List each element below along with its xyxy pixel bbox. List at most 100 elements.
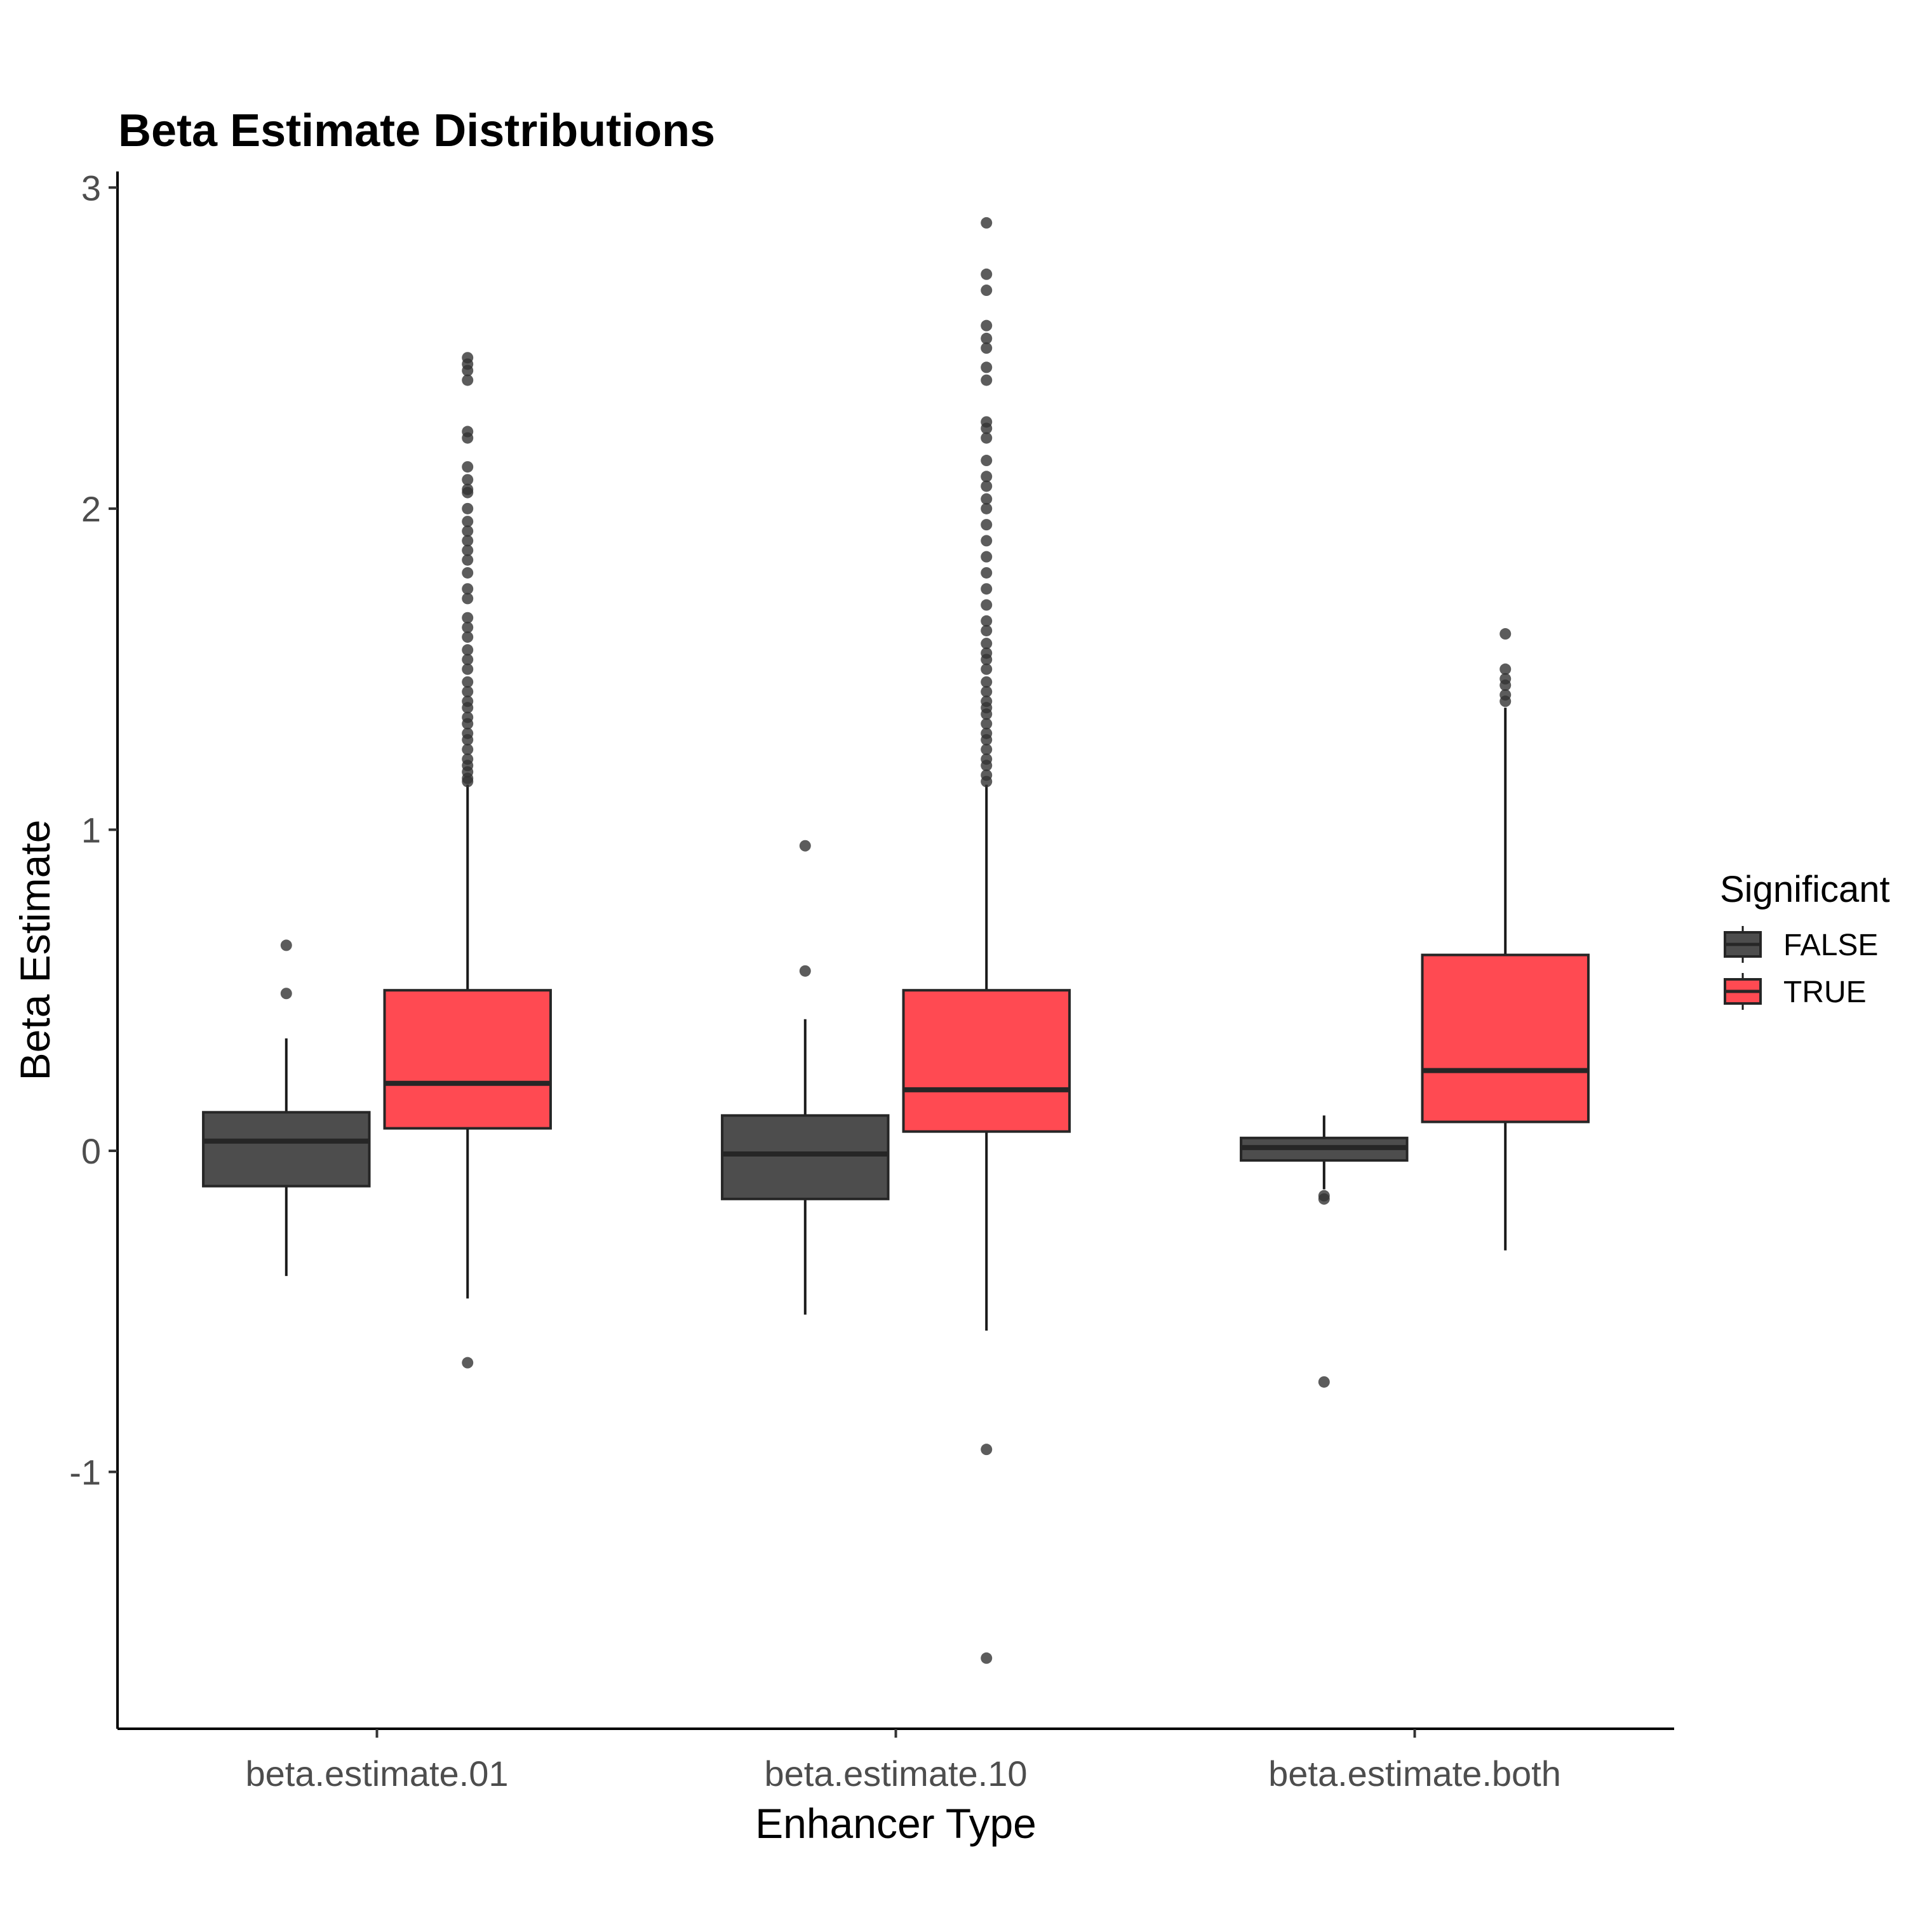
outlier-point	[981, 695, 993, 708]
box-body	[383, 989, 552, 1130]
outlier-point	[981, 718, 993, 730]
outlier-point	[981, 1652, 993, 1664]
box-body	[902, 989, 1071, 1133]
x-tick-label: beta.estimate.both	[1268, 1754, 1561, 1794]
chart-title: Beta Estimate Distributions	[118, 105, 715, 156]
x-tick-label: beta.estimate.01	[245, 1754, 508, 1794]
outlier-point	[981, 416, 993, 428]
outlier-point	[462, 612, 474, 624]
outlier-point	[981, 727, 993, 739]
axes-layer	[116, 171, 1674, 1730]
outlier-point	[981, 535, 993, 547]
y-tick-label: 0	[81, 1131, 101, 1171]
outlier-point	[462, 502, 474, 514]
y-tick-label: 3	[81, 168, 101, 208]
outlier-point	[462, 567, 474, 579]
legend-label-true: TRUE	[1783, 976, 1867, 1009]
x-tick-label: beta.estimate.10	[764, 1754, 1027, 1794]
outlier-point	[981, 676, 993, 688]
outlier-point	[981, 599, 993, 611]
outlier-point	[462, 663, 474, 675]
outlier-point	[280, 988, 292, 1000]
legend-title: Significant	[1720, 869, 1890, 910]
outlier-point	[1499, 673, 1512, 685]
x-ticks: beta.estimate.01 beta.estimate.10 beta.est…	[245, 1729, 1561, 1794]
outlier-point	[981, 374, 993, 386]
outlier-point	[981, 217, 993, 229]
outlier-point	[462, 483, 474, 495]
outlier-point	[1318, 1376, 1330, 1388]
boxes-layer	[202, 217, 1590, 1664]
outlier-point	[462, 631, 474, 643]
outlier-point	[1499, 689, 1512, 701]
outlier-point	[462, 654, 474, 666]
outlier-point	[981, 502, 993, 514]
outlier-point	[981, 583, 993, 595]
y-axis-title: Beta Estimate	[11, 820, 58, 1081]
outlier-point	[981, 769, 993, 781]
box-body	[202, 1111, 371, 1188]
outlier-point	[462, 426, 474, 438]
legend-key-false	[1724, 926, 1762, 963]
outlier-point	[462, 686, 474, 698]
outlier-point	[981, 332, 993, 344]
box-body	[721, 1114, 890, 1200]
legend: Significant FALSE TRUE	[1720, 869, 1890, 1010]
outlier-point	[462, 544, 474, 556]
outlier-point	[462, 374, 474, 386]
outlier-point	[462, 1357, 474, 1369]
outlier-point	[462, 695, 474, 708]
outlier-point	[462, 744, 474, 756]
outlier-point	[981, 663, 993, 675]
outlier-point	[799, 840, 811, 852]
y-tick-label: -1	[69, 1452, 101, 1493]
outlier-point	[462, 516, 474, 528]
outlier-point	[1499, 663, 1512, 675]
outlier-point	[462, 753, 474, 765]
outlier-point	[462, 525, 474, 537]
outlier-point	[981, 519, 993, 531]
outlier-point	[981, 455, 993, 467]
y-tick-label: 1	[81, 810, 101, 850]
outlier-point	[462, 535, 474, 547]
legend-key-true	[1724, 973, 1762, 1010]
box-true-0	[383, 352, 552, 1369]
outlier-point	[981, 753, 993, 765]
legend-label-false: FALSE	[1783, 929, 1878, 962]
outlier-point	[462, 621, 474, 633]
outlier-point	[981, 551, 993, 563]
outlier-point	[981, 268, 993, 280]
outlier-point	[981, 432, 993, 444]
outlier-point	[280, 939, 292, 951]
outlier-point	[981, 1444, 993, 1456]
outlier-point	[1499, 628, 1512, 640]
outlier-point	[462, 711, 474, 723]
outlier-point	[981, 342, 993, 354]
x-axis-title: Enhancer Type	[755, 1800, 1036, 1847]
outlier-point	[981, 285, 993, 297]
outlier-point	[981, 493, 993, 505]
box-false-2	[1240, 1115, 1409, 1388]
outlier-point	[981, 686, 993, 698]
outlier-point	[981, 471, 993, 483]
outlier-point	[462, 583, 474, 595]
outlier-point	[981, 744, 993, 756]
outlier-point	[981, 361, 993, 373]
outlier-point	[462, 554, 474, 566]
box-true-1	[902, 217, 1071, 1664]
outlier-point	[462, 352, 474, 364]
outlier-point	[462, 727, 474, 739]
outlier-point	[981, 319, 993, 332]
outlier-point	[981, 567, 993, 579]
outlier-point	[981, 624, 993, 636]
outlier-point	[462, 474, 474, 486]
outlier-point	[981, 480, 993, 492]
outlier-point	[981, 638, 993, 650]
y-ticks: -1 0 1 2 3	[69, 168, 117, 1493]
outlier-point	[799, 965, 811, 977]
outlier-point	[462, 461, 474, 473]
box-body	[1421, 953, 1590, 1124]
outlier-point	[981, 615, 993, 627]
y-tick-label: 2	[81, 489, 101, 529]
